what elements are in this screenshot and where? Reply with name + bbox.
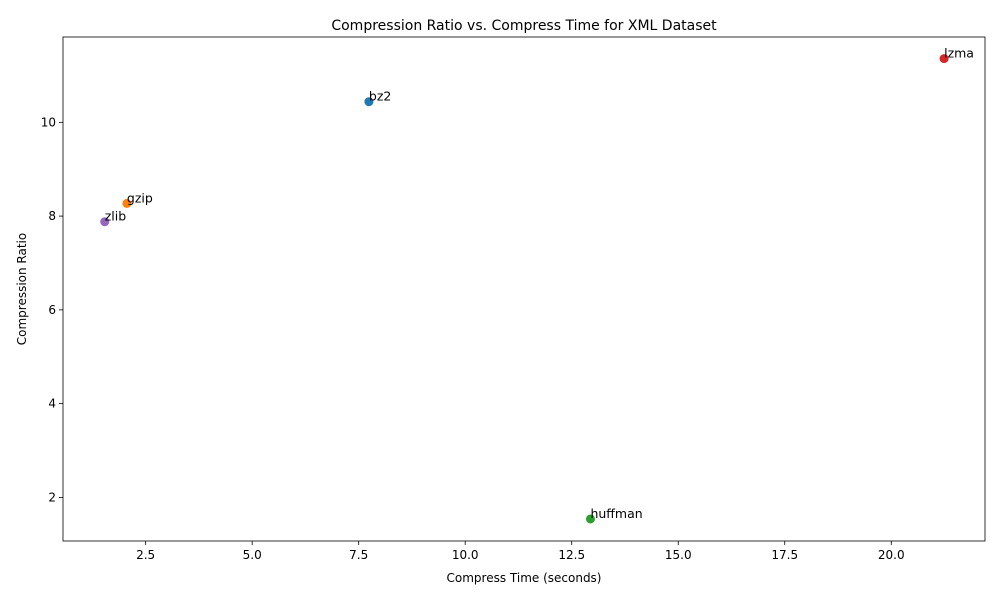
x-tick-label: 12.5 <box>558 548 585 562</box>
scatter-point-huffman <box>585 514 595 524</box>
x-tick-label: 20.0 <box>878 548 905 562</box>
y-tick-label: 2 <box>48 490 56 504</box>
x-tick-label: 5.0 <box>243 548 262 562</box>
point-label-huffman: huffman <box>590 506 642 521</box>
y-tick-label: 10 <box>41 115 56 129</box>
point-label-zlib: zlib <box>105 209 127 224</box>
y-tick-label: 6 <box>48 303 56 317</box>
x-axis-ticks: 2.5 5.0 7.5 10.0 12.5 15.0 17.5 20.0 <box>136 541 905 562</box>
plot-frame <box>62 36 986 542</box>
point-label-gzip: gzip <box>127 190 153 205</box>
chart-title: Compression Ratio vs. Compress Time for … <box>331 18 717 34</box>
x-axis-label: Compress Time (seconds) <box>447 571 602 585</box>
y-axis-label: Compression Ratio <box>15 233 29 346</box>
y-tick-label: 8 <box>48 209 56 223</box>
scatter-point-gzip <box>122 198 132 208</box>
x-tick-label: 2.5 <box>136 548 155 562</box>
y-axis-ticks: 2 4 6 8 10 <box>41 115 63 504</box>
scatter-point-lzma <box>939 54 949 64</box>
y-tick-label: 4 <box>48 397 56 411</box>
x-tick-label: 7.5 <box>349 548 368 562</box>
x-tick-label: 15.0 <box>665 548 692 562</box>
point-label-lzma: lzma <box>944 46 974 61</box>
point-label-bz2: bz2 <box>369 89 391 104</box>
scatter-point-bz2 <box>364 97 374 107</box>
x-tick-label: 10.0 <box>452 548 479 562</box>
scatter-point-zlib <box>100 217 110 227</box>
x-tick-label: 17.5 <box>771 548 798 562</box>
data-points: bz2 gzip huffman lzma zlib <box>100 46 974 524</box>
